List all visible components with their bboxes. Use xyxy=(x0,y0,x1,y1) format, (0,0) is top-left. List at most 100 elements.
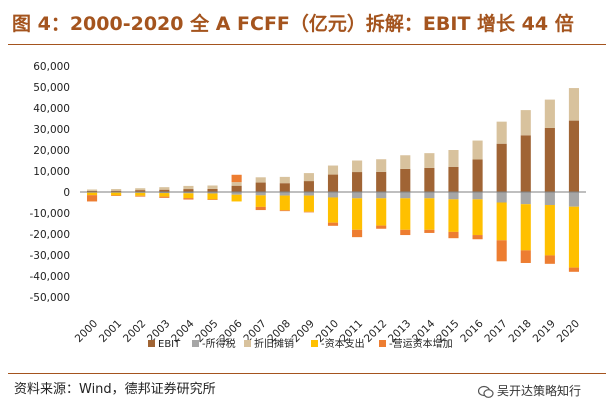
bar-EBIT-2009 xyxy=(303,181,314,192)
bar-capex-2014 xyxy=(424,198,435,230)
bar-tax-2003 xyxy=(159,192,170,194)
bar-tax-2016 xyxy=(472,192,483,200)
bar-depreciation-2014 xyxy=(424,153,435,168)
bar-EBIT-2017 xyxy=(496,143,507,192)
bar-tax-2017 xyxy=(496,192,507,203)
bar-nwc-2020 xyxy=(568,267,580,272)
y-tick-label: 50,000 xyxy=(33,82,70,94)
bar-capex-2010 xyxy=(327,197,339,223)
bar-capex-2020 xyxy=(568,206,580,268)
bar-tax-2020 xyxy=(568,192,580,207)
bar-capex-2004 xyxy=(183,193,194,199)
bar-depreciation-2006 xyxy=(231,182,242,186)
x-tick-label: 2000 xyxy=(73,318,100,345)
bar-tax-2011 xyxy=(352,192,363,199)
watermark-text: 吴开达策略知行 xyxy=(497,384,582,398)
bar-depreciation-2015 xyxy=(448,150,459,167)
legend-label-tax: -所得税 xyxy=(202,337,236,350)
bar-capex-2000 xyxy=(86,192,98,196)
bar-nwc-2007 xyxy=(255,206,266,211)
bar-EBIT-2006 xyxy=(231,185,242,192)
bar-EBIT-2005 xyxy=(207,188,218,192)
y-tick-label: -50,000 xyxy=(29,292,70,304)
bar-nwc-2010 xyxy=(327,222,339,226)
bar-depreciation-2008 xyxy=(279,176,290,184)
bar-EBIT-2019 xyxy=(544,127,555,192)
bar-depreciation-2016 xyxy=(472,140,483,160)
x-tick-label: 2020 xyxy=(555,318,582,345)
legend-swatch-tax xyxy=(192,340,199,347)
bar-depreciation-2011 xyxy=(352,160,363,173)
bar-capex-2015 xyxy=(448,199,459,232)
bar-nwc-2000 xyxy=(86,195,98,202)
bar-depreciation-2005 xyxy=(207,185,218,189)
y-tick-label: -40,000 xyxy=(29,271,70,283)
bar-nwc-2016 xyxy=(472,235,483,240)
bar-depreciation-2002 xyxy=(135,188,146,191)
bar-capex-2011 xyxy=(352,198,363,230)
bar-tax-2004 xyxy=(183,192,194,194)
bar-depreciation-2012 xyxy=(376,159,387,172)
bar-nwc-2008 xyxy=(279,210,290,212)
bar-capex-2005 xyxy=(207,193,218,200)
bar-depreciation-2010 xyxy=(327,165,339,175)
x-tick-label: 2002 xyxy=(121,318,148,345)
bar-tax-2008 xyxy=(279,192,290,196)
bar-EBIT-2002 xyxy=(135,190,146,192)
bar-capex-2006 xyxy=(231,194,242,202)
legend-label-depreciation: 折旧摊销 xyxy=(254,337,294,350)
watermark: 吴开达策略知行 xyxy=(478,380,581,402)
bar-depreciation-2013 xyxy=(400,155,411,169)
bar-nwc-2019 xyxy=(544,255,555,264)
bar-nwc-2004 xyxy=(183,198,194,200)
bar-EBIT-2008 xyxy=(279,183,290,192)
fcff-stacked-bar-chart: 60,000 50,000 40,000 30,000 20,000 10,000 0 -10… xyxy=(29,61,586,350)
bar-depreciation-2020 xyxy=(568,88,580,121)
x-tick-label: 2019 xyxy=(531,318,558,345)
bar-capex-2002 xyxy=(135,192,146,196)
y-tick-label: 20,000 xyxy=(33,145,70,157)
wechat-icon xyxy=(478,385,494,398)
bar-EBIT-2001 xyxy=(111,190,122,192)
legend-swatch-capex xyxy=(311,340,318,347)
bar-EBIT-2015 xyxy=(448,166,459,192)
y-tick-label: -30,000 xyxy=(29,250,70,262)
bar-depreciation-2000 xyxy=(86,189,98,191)
title-divider xyxy=(8,44,606,45)
legend-label-capex: -资本支出 xyxy=(321,337,365,350)
bar-tax-2010 xyxy=(327,192,339,198)
bar-tax-2006 xyxy=(231,192,242,195)
legend-swatch-depreciation xyxy=(244,340,251,347)
bar-capex-2017 xyxy=(496,202,507,241)
bar-EBIT-2000 xyxy=(86,190,98,192)
bar-tax-2005 xyxy=(207,192,218,194)
bar-capex-2007 xyxy=(255,195,266,207)
x-tick-label: 2018 xyxy=(506,318,533,345)
bar-nwc-2005 xyxy=(207,199,218,200)
bar-depreciation-2001 xyxy=(111,189,122,191)
legend-swatch-EBIT xyxy=(148,340,155,347)
y-tick-label: 0 xyxy=(63,187,70,199)
bar-tax-2009 xyxy=(303,192,314,196)
y-tick-label: -20,000 xyxy=(29,229,70,241)
bar-capex-2012 xyxy=(376,198,387,226)
bar-tax-2015 xyxy=(448,192,459,200)
bar-depreciation-2003 xyxy=(159,187,170,190)
legend-label-EBIT: EBIT xyxy=(158,339,181,350)
bar-capex-2016 xyxy=(472,199,483,236)
bar-nwc-2003 xyxy=(159,196,170,198)
bar-nwc-2013 xyxy=(400,229,411,236)
bar-tax-2014 xyxy=(424,192,435,199)
bar-EBIT-2010 xyxy=(327,174,339,192)
bar-capex-2019 xyxy=(544,205,555,256)
bar-EBIT-2018 xyxy=(520,135,531,192)
y-tick-label: 60,000 xyxy=(33,61,70,73)
bar-capex-2003 xyxy=(159,193,170,197)
y-tick-label: 40,000 xyxy=(33,103,70,115)
footer-divider xyxy=(8,373,606,374)
bar-tax-2019 xyxy=(544,192,555,206)
legend-swatch-nwc xyxy=(379,340,386,347)
bar-series xyxy=(80,88,586,272)
bar-nwc-2012 xyxy=(376,225,387,229)
bar-EBIT-2004 xyxy=(183,189,194,192)
